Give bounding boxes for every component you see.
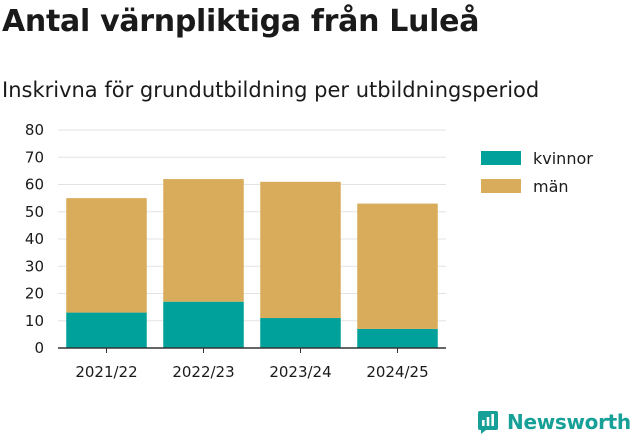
legend-swatch-män	[481, 179, 521, 193]
bar-män-2024-25	[357, 203, 438, 329]
y-tick-label: 30	[25, 257, 44, 275]
chart-title: Antal värnpliktiga från Luleå	[2, 4, 480, 39]
x-tick-label: 2024/25	[366, 363, 428, 381]
x-tick-label: 2021/22	[75, 363, 137, 381]
x-tick-label: 2023/24	[269, 363, 331, 381]
newsworthy-logo-icon	[478, 411, 498, 434]
legend-label-kvinnor: kvinnor	[533, 149, 593, 168]
x-tick-label: 2022/23	[172, 363, 234, 381]
y-tick-label: 50	[25, 203, 44, 221]
chart-subtitle: Inskrivna för grundutbildning per utbild…	[2, 78, 540, 102]
bar-kvinnor-2022-23	[163, 301, 244, 348]
y-tick-label: 70	[25, 148, 44, 166]
legend-swatch-kvinnor	[481, 151, 521, 165]
y-tick-label: 20	[25, 285, 44, 303]
bar-män-2022-23	[163, 179, 244, 302]
brand-name: Newsworthy	[507, 410, 631, 434]
legend: kvinnor män	[481, 149, 593, 196]
y-tick-label: 40	[25, 230, 44, 248]
y-tick-label: 10	[25, 312, 44, 330]
bar-män-2023-24	[260, 181, 341, 319]
y-tick-label: 60	[25, 176, 44, 194]
bar-män-2021-22	[66, 198, 147, 313]
legend-label-män: män	[533, 177, 569, 196]
bar-kvinnor-2024-25	[357, 328, 438, 348]
bar-kvinnor-2021-22	[66, 312, 147, 348]
y-tick-label: 80	[25, 121, 44, 139]
newsworthy-brand: Newsworthy	[477, 407, 631, 437]
y-tick-label: 0	[34, 339, 44, 357]
bar-kvinnor-2023-24	[260, 318, 341, 348]
y-axis: 0 10 20 30 40 50 60 70 80	[25, 121, 44, 357]
bars	[66, 179, 438, 348]
x-axis: 2021/22 2022/23 2023/24 2024/25	[75, 348, 429, 381]
